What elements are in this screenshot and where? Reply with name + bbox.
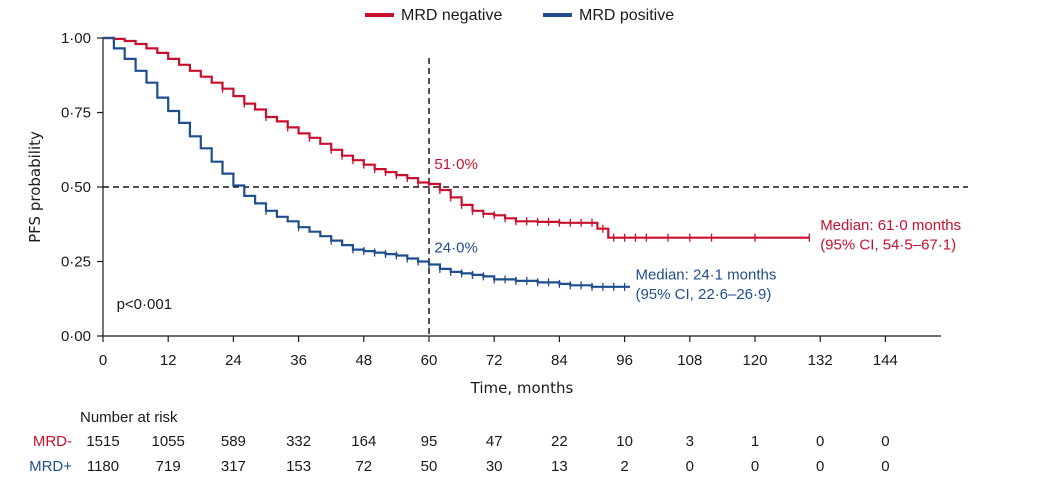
risk-count: 10 xyxy=(616,433,633,450)
annotation-text: Median: 24·1 months xyxy=(635,266,776,283)
annotation-text: (95% CI, 54·5–67·1) xyxy=(820,237,956,254)
risk-count: 95 xyxy=(421,433,438,450)
risk-count: 153 xyxy=(286,458,311,475)
risk-count: 332 xyxy=(286,433,311,450)
risk-count: 72 xyxy=(355,458,372,475)
x-tick-label: 108 xyxy=(677,352,702,369)
risk-count: 30 xyxy=(486,458,503,475)
series-curves xyxy=(103,36,810,291)
risk-count: 0 xyxy=(816,433,824,450)
risk-count: 47 xyxy=(486,433,503,450)
x-tick-label: 84 xyxy=(551,352,568,369)
legend: MRD negative MRD positive xyxy=(365,7,674,24)
risk-count: 317 xyxy=(221,458,246,475)
risk-count: 0 xyxy=(881,458,889,475)
annotation-text: 24·0% xyxy=(434,240,477,257)
x-tick-label: 48 xyxy=(355,352,372,369)
y-tick-label: 0·75 xyxy=(61,105,91,122)
risk-count: 589 xyxy=(221,433,246,450)
risk-count: 1 xyxy=(751,433,759,450)
series-line-mrd-negative xyxy=(103,36,810,239)
x-tick-label: 0 xyxy=(99,352,107,369)
risk-count: 2 xyxy=(620,458,628,475)
risk-row-label: MRD+ xyxy=(29,458,72,475)
x-tick-label: 12 xyxy=(160,352,177,369)
annotation-text: p<0·001 xyxy=(117,296,172,313)
risk-count: 0 xyxy=(751,458,759,475)
x-tick-label: 96 xyxy=(616,352,633,369)
x-ticks: 0 12 24 36 48 60 72 84 96 108 120 132 144 xyxy=(99,336,898,369)
y-tick-label: 0·25 xyxy=(61,254,91,271)
risk-count: 1180 xyxy=(87,458,119,475)
annotation-text: Median: 61·0 months xyxy=(820,217,961,234)
risk-table: Number at risk MRD- 1515 1055 589 332 164 95 47… xyxy=(29,409,889,475)
series-line-mrd-positive xyxy=(103,36,630,288)
y-axis-title: PFS probability xyxy=(26,131,44,243)
risk-count: 13 xyxy=(551,458,568,475)
legend-label-mrd-positive: MRD positive xyxy=(579,7,674,24)
y-tick-label: 0·00 xyxy=(61,328,91,345)
annotation-text: (95% CI, 22·6–26·9) xyxy=(635,286,771,303)
risk-count: 719 xyxy=(156,458,181,475)
reference-lines xyxy=(103,58,968,336)
risk-count: 50 xyxy=(421,458,438,475)
risk-count: 0 xyxy=(816,458,824,475)
y-ticks: 0·00 0·25 0·50 0·75 1·00 xyxy=(61,30,103,345)
risk-count: 3 xyxy=(686,433,694,450)
annotations: 51·0% 24·0% Median: 61·0 months (95% CI, 54… xyxy=(117,156,962,313)
risk-count: 1515 xyxy=(86,433,119,450)
annotation-text: 51·0% xyxy=(434,156,477,173)
risk-count: 22 xyxy=(551,433,568,450)
risk-count: 0 xyxy=(686,458,694,475)
x-tick-label: 132 xyxy=(808,352,833,369)
y-tick-label: 1·00 xyxy=(61,30,91,47)
y-tick-label: 0·50 xyxy=(61,179,91,196)
x-tick-label: 36 xyxy=(290,352,307,369)
risk-count: 0 xyxy=(881,433,889,450)
risk-count: 164 xyxy=(351,433,376,450)
risk-table-title: Number at risk xyxy=(80,409,178,426)
x-tick-label: 144 xyxy=(873,352,898,369)
x-tick-label: 120 xyxy=(742,352,767,369)
risk-row-label: MRD- xyxy=(33,433,72,450)
legend-label-mrd-negative: MRD negative xyxy=(401,7,502,24)
x-tick-label: 24 xyxy=(225,352,242,369)
x-axis-title: Time, months xyxy=(470,379,574,397)
risk-count: 1055 xyxy=(152,433,185,450)
x-tick-label: 60 xyxy=(421,352,438,369)
x-tick-label: 72 xyxy=(486,352,503,369)
